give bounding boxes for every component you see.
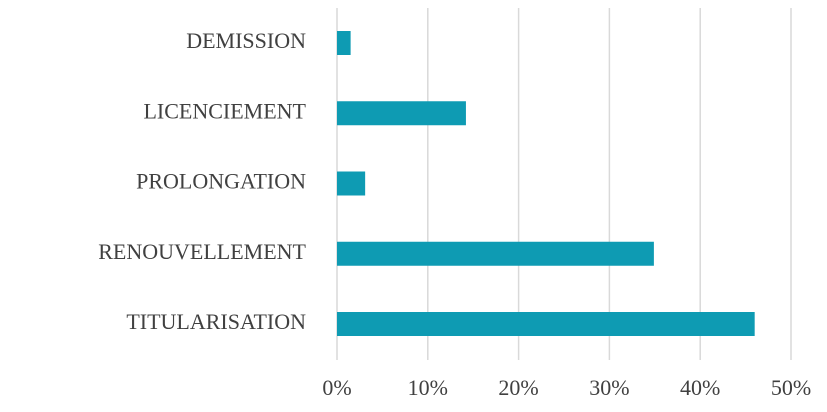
y-tick-label: TITULARISATION — [126, 309, 306, 334]
x-tick-label: 30% — [589, 375, 629, 400]
x-tick-label: 50% — [771, 375, 811, 400]
x-tick-label: 40% — [680, 375, 720, 400]
bar — [337, 312, 755, 336]
bar — [337, 171, 366, 196]
bar — [337, 101, 466, 126]
y-tick-label: PROLONGATION — [136, 169, 306, 194]
bar — [337, 31, 351, 55]
bar — [337, 241, 654, 266]
x-tick-label: 0% — [322, 375, 351, 400]
y-tick-label: RENOUVELLEMENT — [98, 239, 306, 264]
x-tick-label: 10% — [408, 375, 448, 400]
y-tick-label: DEMISSION — [186, 28, 306, 53]
x-tick-label: 20% — [498, 375, 538, 400]
y-tick-label: LICENCIEMENT — [143, 98, 306, 123]
